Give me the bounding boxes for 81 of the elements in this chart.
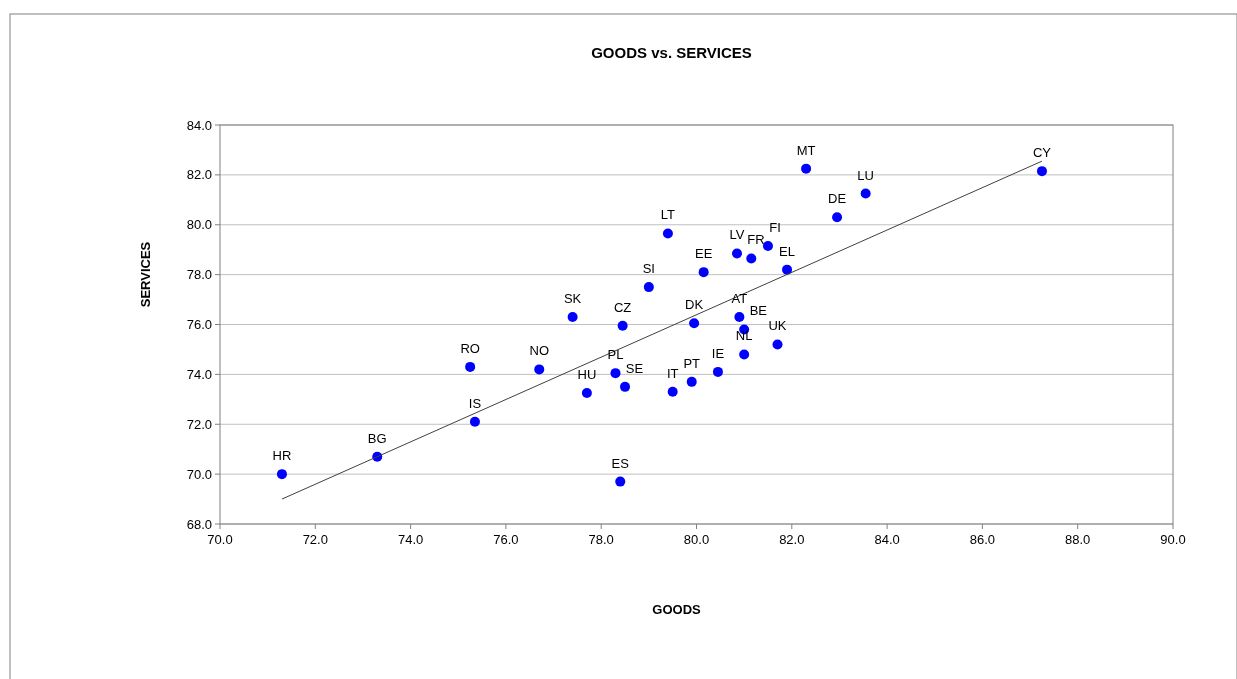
annotation: LU [857, 167, 874, 183]
point [782, 264, 793, 275]
x-tick-label: 78.0 [588, 532, 614, 547]
point [734, 312, 745, 323]
point [620, 381, 631, 392]
chart-title: GOODS vs. SERVICES [591, 44, 752, 61]
x-tick-label: 82.0 [779, 532, 805, 547]
annotation: NO [529, 343, 550, 359]
y-tick-label: 78.0 [186, 267, 212, 283]
y-tick-label: 70.0 [186, 466, 212, 482]
y-tick-label: 80.0 [186, 217, 212, 233]
annotation: MT [796, 142, 816, 158]
annotation: RO [460, 340, 480, 356]
annotation: AT [731, 291, 748, 307]
point [567, 312, 578, 323]
point [689, 318, 700, 329]
point [712, 366, 723, 377]
annotation: CY [1032, 145, 1052, 161]
annotation: SI [642, 261, 655, 277]
annotation: HR [272, 448, 292, 464]
point [610, 368, 621, 379]
annotation: ES [611, 455, 630, 471]
x-tick-label: 88.0 [1065, 532, 1091, 547]
y-tick-label: 72.0 [186, 416, 212, 432]
point [615, 476, 626, 487]
annotation: FR [747, 232, 765, 248]
annotation: PT [683, 355, 701, 371]
annotation: EL [779, 243, 795, 259]
x-tick-label: 84.0 [874, 532, 900, 547]
point [739, 349, 750, 360]
x-tick-label: 72.0 [302, 532, 328, 547]
annotation: IE [711, 345, 725, 361]
annotation: LV [729, 227, 745, 243]
annotation: IS [468, 395, 482, 411]
annotation: DK [685, 297, 704, 313]
annotation: UK [768, 318, 787, 334]
point [581, 388, 592, 399]
point [698, 267, 709, 278]
x-tick-label: 74.0 [397, 532, 424, 547]
annotation: BG [367, 430, 387, 446]
x-axis-title: GOODS [652, 602, 702, 617]
point [732, 248, 742, 259]
point [662, 228, 673, 239]
point [746, 253, 757, 264]
x-tick-label: 90.0 [1160, 532, 1186, 547]
point [667, 386, 678, 397]
point [469, 416, 480, 427]
y-tick-label: 74.0 [186, 366, 212, 382]
annotation: IT [666, 365, 679, 381]
point [617, 320, 628, 331]
y-tick-label: 84.0 [186, 117, 212, 133]
point [772, 339, 783, 350]
y-tick-label: 82.0 [186, 167, 212, 183]
annotation: HU [577, 367, 597, 383]
point [762, 240, 773, 251]
y-tick-label: 68.0 [186, 516, 212, 532]
point [534, 364, 545, 375]
x-tick-label: 76.0 [493, 532, 519, 547]
annotation: SE [625, 360, 644, 376]
point [686, 376, 697, 387]
point [465, 361, 476, 372]
annotation: EE [694, 246, 713, 262]
x-tick-label: 86.0 [969, 532, 996, 547]
point [801, 163, 812, 174]
x-tick-label: 80.0 [683, 532, 710, 547]
annotation: SK [563, 291, 582, 307]
y-axis-title: SERVICES [138, 241, 153, 308]
annotation: FI [769, 219, 781, 235]
x-tick-label: 70.0 [207, 532, 233, 547]
y-tick-label: 76.0 [186, 317, 212, 333]
annotation: CZ [613, 299, 632, 315]
point [860, 188, 871, 199]
annotation: NL [735, 328, 753, 344]
annotation: LT [660, 207, 676, 223]
annotation: DE [828, 191, 847, 207]
annotation: PL [607, 347, 624, 363]
point [1036, 166, 1047, 177]
point [643, 282, 654, 293]
annotation: BE [749, 303, 768, 319]
point [832, 212, 843, 223]
point [276, 469, 287, 480]
